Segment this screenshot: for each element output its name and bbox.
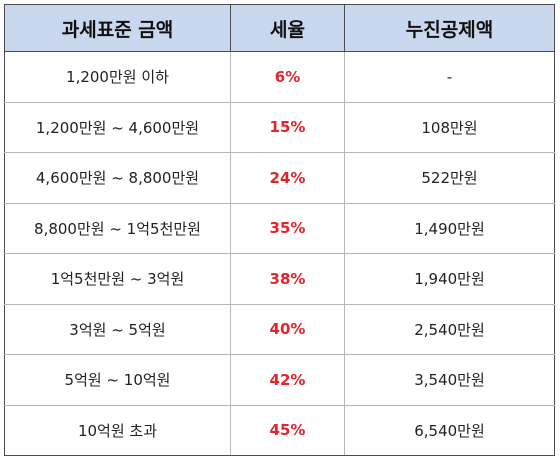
- rate-cell: 24%: [230, 152, 345, 204]
- table-row: 10억원 초과 45% 6,540만원: [4, 404, 555, 456]
- table-row: 1,200만원 ~ 4,600만원 15% 108만원: [4, 101, 555, 153]
- deduction-cell: 1,940만원: [344, 253, 555, 305]
- bracket-cell: 10억원 초과: [4, 404, 231, 456]
- table-header: 과세표준 금액 세율 누진공제액: [4, 4, 555, 52]
- table-row: 1,200만원 이하 6% -: [4, 51, 555, 103]
- bracket-cell: 1,200만원 이하: [4, 51, 231, 103]
- table-row: 8,800만원 ~ 1억5천만원 35% 1,490만원: [4, 202, 555, 254]
- header-deduction: 누진공제액: [344, 4, 555, 52]
- deduction-cell: 108만원: [344, 101, 555, 153]
- deduction-cell: 2,540만원: [344, 303, 555, 355]
- tax-rate-table: 과세표준 금액 세율 누진공제액 1,200만원 이하 6% - 1,200만원…: [4, 4, 555, 456]
- bracket-cell: 8,800만원 ~ 1억5천만원: [4, 202, 231, 254]
- rate-cell: 40%: [230, 303, 345, 355]
- deduction-cell: 522만원: [344, 152, 555, 204]
- bracket-cell: 1,200만원 ~ 4,600만원: [4, 101, 231, 153]
- deduction-cell: -: [344, 51, 555, 103]
- table-row: 4,600만원 ~ 8,800만원 24% 522만원: [4, 152, 555, 204]
- rate-cell: 6%: [230, 51, 345, 103]
- bracket-cell: 1억5천만원 ~ 3억원: [4, 253, 231, 305]
- rate-cell: 45%: [230, 404, 345, 456]
- header-tax-base: 과세표준 금액: [4, 4, 231, 52]
- deduction-cell: 3,540만원: [344, 354, 555, 406]
- bracket-cell: 4,600만원 ~ 8,800만원: [4, 152, 231, 204]
- table-row: 3억원 ~ 5억원 40% 2,540만원: [4, 303, 555, 355]
- table-row: 1억5천만원 ~ 3억원 38% 1,940만원: [4, 253, 555, 305]
- rate-cell: 38%: [230, 253, 345, 305]
- table-body: 1,200만원 이하 6% - 1,200만원 ~ 4,600만원 15% 10…: [4, 51, 555, 456]
- tax-rate-table-container: 과세표준 금액 세율 누진공제액 1,200만원 이하 6% - 1,200만원…: [4, 4, 555, 456]
- bracket-cell: 3억원 ~ 5억원: [4, 303, 231, 355]
- rate-cell: 42%: [230, 354, 345, 406]
- bracket-cell: 5억원 ~ 10억원: [4, 354, 231, 406]
- table-row: 5억원 ~ 10억원 42% 3,540만원: [4, 354, 555, 406]
- header-tax-rate: 세율: [230, 4, 345, 52]
- rate-cell: 15%: [230, 101, 345, 153]
- deduction-cell: 6,540만원: [344, 404, 555, 456]
- rate-cell: 35%: [230, 202, 345, 254]
- deduction-cell: 1,490만원: [344, 202, 555, 254]
- header-row: 과세표준 금액 세율 누진공제액: [4, 4, 555, 52]
